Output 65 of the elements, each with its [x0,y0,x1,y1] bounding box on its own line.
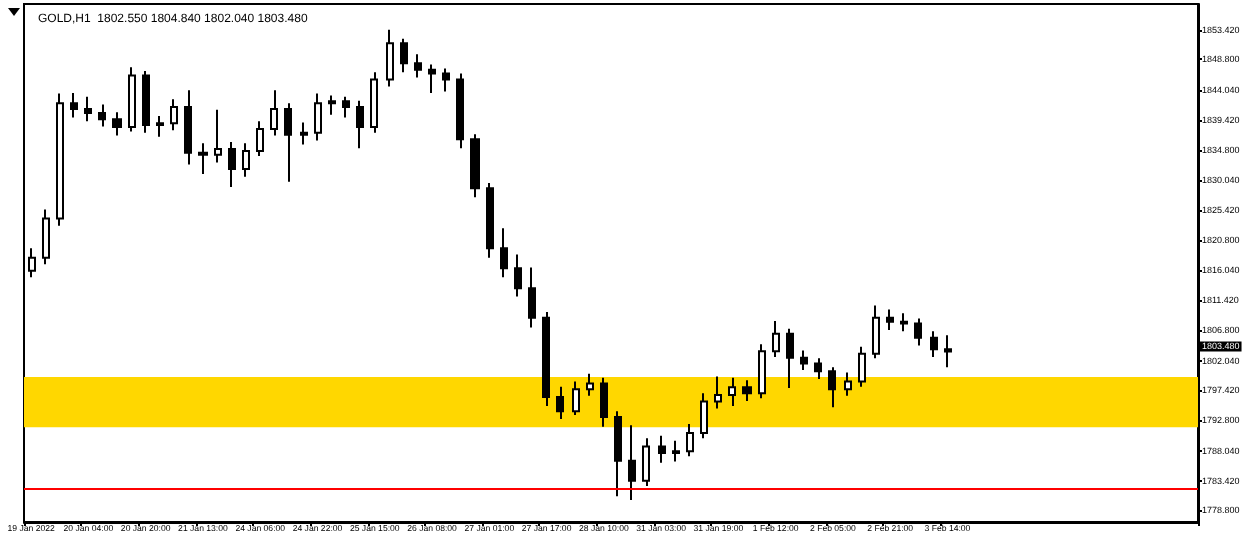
candlestick [300,121,308,146]
candlestick [858,345,866,388]
candlestick [284,102,292,183]
candlestick [170,98,178,132]
candlestick [142,70,150,134]
candlestick [156,115,164,138]
candlestick [758,343,766,400]
candlestick [672,439,680,463]
candlestick [542,310,550,408]
candlestick [742,379,752,402]
candlestick [944,334,952,369]
candlestick [400,37,408,74]
candlestick [828,366,836,409]
candlestick [112,111,122,137]
candlestick [728,376,736,408]
candlestick [270,89,278,137]
candlestick [786,327,794,389]
candlestick [314,92,322,142]
candlestick [528,266,536,329]
candlestick [442,67,450,93]
candlestick [814,357,822,380]
candlestick [228,140,236,188]
candlestick [930,330,938,359]
candlestick [42,208,50,266]
candlestick [370,71,378,134]
candlestick [642,437,650,487]
candlestick [486,182,494,259]
candlestick [70,91,78,119]
candlestick [514,253,522,298]
candlestick [470,133,480,199]
candlestick [700,392,708,440]
candlestick [572,380,580,417]
candlestick [342,95,350,119]
candlestick [686,423,694,458]
candlestick [414,53,422,79]
candlestick [614,410,622,498]
candlestick [356,99,364,150]
candlestick [556,385,564,420]
candlestick [56,92,64,227]
candlestick [872,304,880,360]
candlestick [456,72,464,150]
candlestick [900,312,908,333]
candlestick [386,28,394,88]
candlestick [242,142,250,178]
candlestick [256,120,264,158]
candlestick [28,247,36,279]
candlestick [658,434,666,464]
candlestick [586,372,594,397]
candlestick [628,424,636,502]
candlestick [214,108,222,164]
candlestick [844,371,852,397]
candlestick [500,227,508,279]
candlestick [328,94,336,116]
candlestick [886,308,894,332]
candlestick [428,63,436,94]
candlestick [600,376,608,428]
candlestick [184,89,192,166]
candlestick [84,95,92,123]
candlestick [128,66,136,133]
candlestick [714,375,722,410]
candlestick [914,317,922,347]
candlestick [198,142,208,176]
candlestick [772,319,780,359]
candlestick [800,349,808,371]
candlestick [98,103,106,128]
